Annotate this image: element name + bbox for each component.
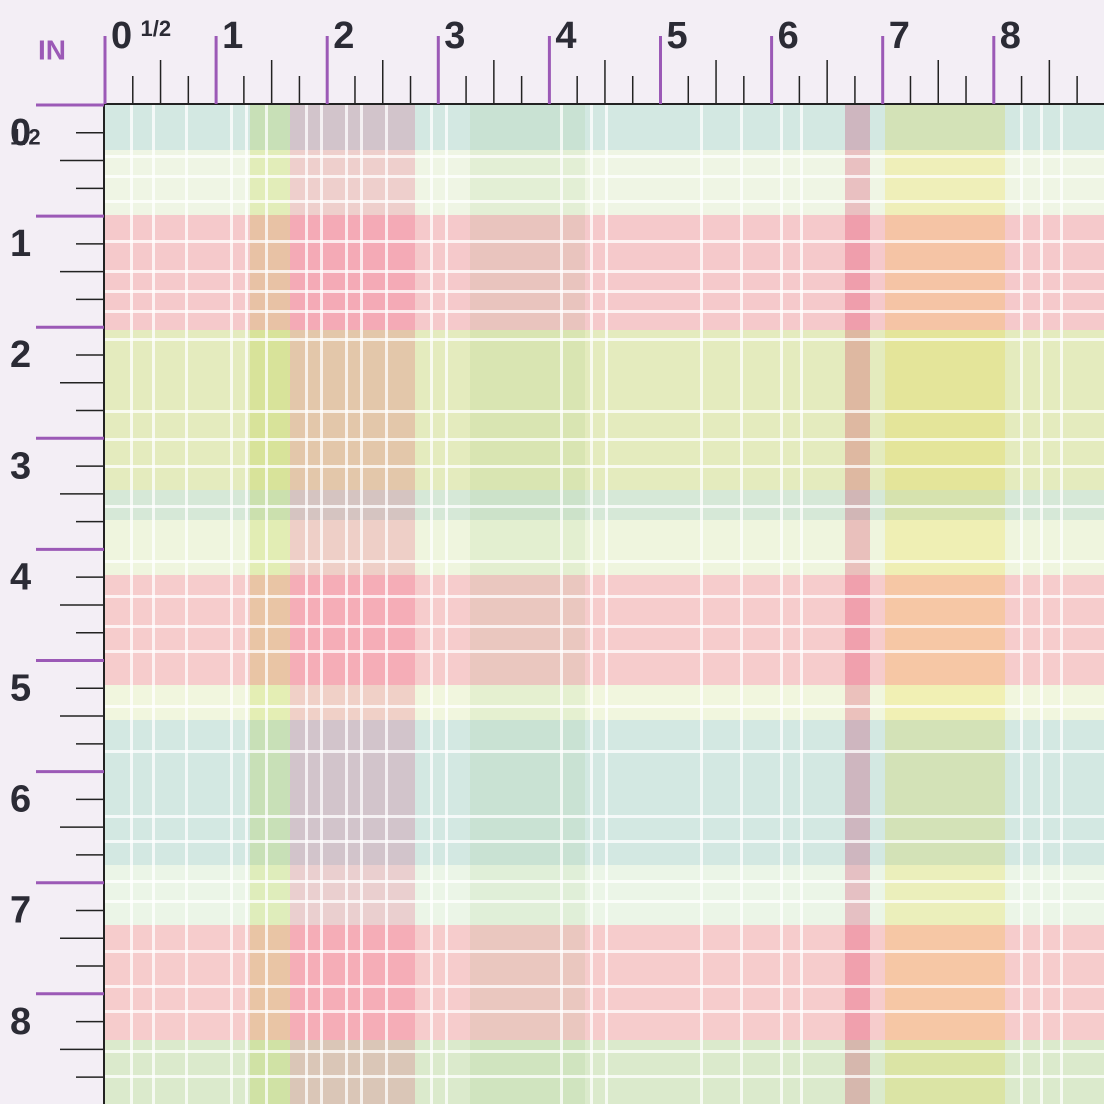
thread (1060, 105, 1063, 1104)
top-ruler-label: 8 (1000, 15, 1021, 57)
thread (105, 950, 1104, 953)
thread (590, 105, 593, 1104)
thread (105, 310, 1104, 313)
thread (105, 750, 1104, 753)
thread (105, 200, 1104, 203)
thread (320, 105, 323, 1104)
thread (105, 595, 1104, 598)
plaid-band (250, 105, 290, 1104)
left-ruler-label: 0 (10, 112, 31, 154)
plaid-band (885, 105, 1005, 1104)
thread (445, 105, 448, 1104)
thread (105, 1010, 1104, 1013)
plaid-band (870, 105, 885, 1104)
thread (185, 105, 188, 1104)
thread (305, 105, 308, 1104)
thread (105, 985, 1104, 988)
thread (105, 270, 1104, 273)
thread (230, 105, 233, 1104)
plaid-fabric (105, 105, 1104, 1104)
thread (780, 105, 783, 1104)
plaid-band (845, 105, 870, 1104)
left-ruler-label: 6 (10, 779, 31, 821)
left-ruler-label: 1/2 (10, 124, 41, 149)
left-ruler-label: 4 (10, 556, 31, 598)
thread (700, 105, 703, 1104)
left-ruler-label: 3 (10, 445, 31, 487)
thread (1040, 105, 1043, 1104)
top-ruler-label: 1 (222, 15, 243, 57)
thread (105, 410, 1104, 413)
thread (385, 105, 388, 1104)
thread (105, 505, 1104, 508)
left-ruler-label: 7 (10, 890, 31, 932)
thread (105, 240, 1104, 243)
thread (430, 105, 433, 1104)
thread (360, 105, 363, 1104)
thread (152, 105, 155, 1104)
thread (245, 105, 248, 1104)
thread (105, 840, 1104, 843)
thread (105, 155, 1104, 158)
thread (105, 1050, 1104, 1053)
top-ruler-label: 0 (111, 15, 132, 57)
thread (105, 1075, 1104, 1078)
top-ruler-label: 2 (333, 15, 354, 57)
left-ruler-label: 1 (10, 223, 31, 265)
left-ruler-label: 5 (10, 668, 31, 710)
top-ruler-label: 5 (667, 15, 688, 57)
thread (345, 105, 348, 1104)
thread (105, 705, 1104, 708)
thread (105, 650, 1104, 653)
thread (605, 105, 608, 1104)
plaid-band (290, 105, 415, 1104)
thread (105, 175, 1104, 178)
thread (105, 465, 1104, 468)
thread (800, 105, 803, 1104)
thread (740, 105, 743, 1104)
thread (105, 438, 1104, 441)
unit-label: IN (38, 34, 66, 65)
left-ruler-label: 8 (10, 1001, 31, 1043)
thread (105, 338, 1104, 341)
thread (105, 560, 1104, 563)
thread (130, 105, 133, 1104)
thread (105, 900, 1104, 903)
thread (1020, 105, 1023, 1104)
plaid-band (415, 105, 470, 1104)
top-ruler-label: 6 (778, 15, 799, 57)
top-ruler-label: 4 (555, 15, 576, 57)
thread (105, 880, 1104, 883)
top-ruler-label: 1/2 (141, 16, 172, 41)
top-ruler-label: 7 (889, 15, 910, 57)
thread (105, 290, 1104, 293)
top-ruler-label: 3 (444, 15, 465, 57)
left-ruler-label: 2 (10, 334, 31, 376)
thread (265, 105, 268, 1104)
thread (105, 815, 1104, 818)
thread (560, 105, 563, 1104)
plaid-band (470, 105, 585, 1104)
thread (105, 625, 1104, 628)
